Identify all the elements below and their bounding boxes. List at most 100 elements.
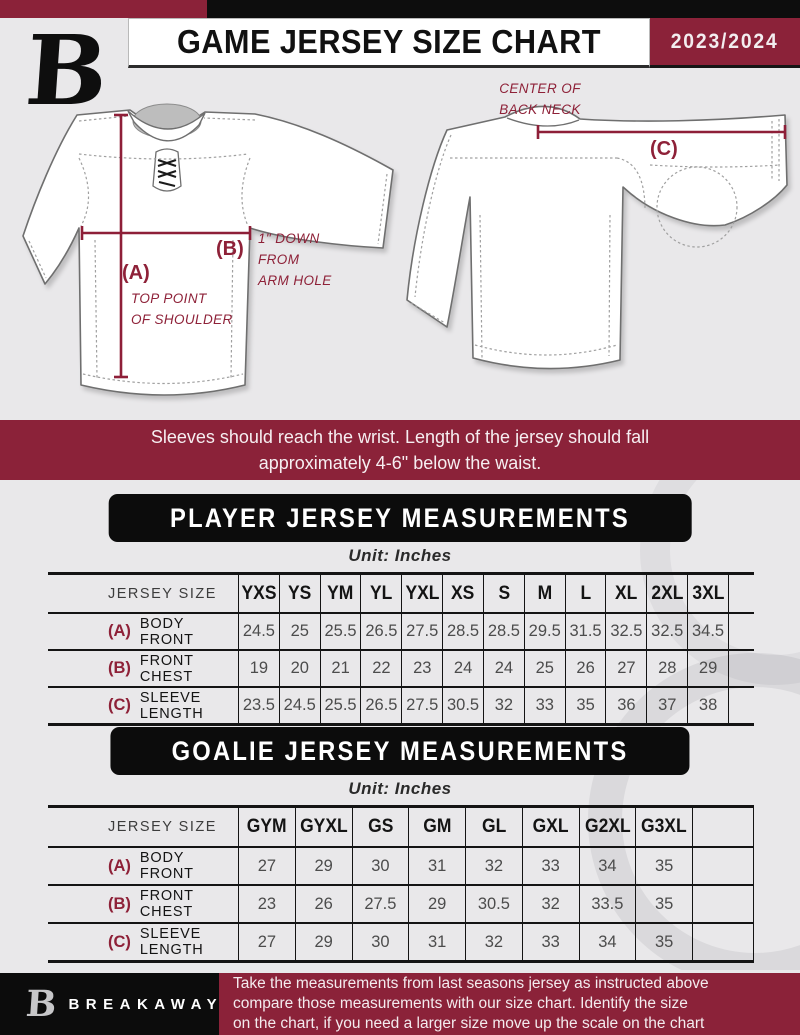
measurement-value: 23 — [401, 651, 442, 686]
banner-line: Sleeves should reach the wrist. Length o… — [150, 427, 650, 447]
measurement-value: 32 — [465, 848, 522, 884]
row-name: BODY FRONT — [139, 615, 194, 648]
measurement-row: (B) FRONT CHEST 19 20 21 22 23 24 24 25 26 27 28 29 — [48, 649, 754, 686]
title-box: GAME JERSEY SIZE CHART — [128, 18, 650, 68]
size-column-header: GS — [351, 808, 409, 846]
size-label: YM — [327, 582, 354, 604]
size-label: YL — [370, 582, 393, 604]
center-back-neck-note: CENTER OF BACK NECK — [480, 78, 600, 120]
fit-note-banner: Sleeves should reach the wrist. Length o… — [0, 420, 800, 480]
measurement-value: 23 — [238, 886, 295, 922]
row-key: (A) — [108, 622, 131, 640]
size-label: GL — [481, 816, 507, 837]
measurement-value: 24.5 — [238, 614, 279, 649]
measurement-value: 38 — [687, 688, 728, 723]
footer: B BREAKAWAY Take the measurements from l… — [0, 973, 800, 1035]
measurement-value: 30 — [351, 924, 409, 960]
size-column-header: YM — [319, 575, 361, 612]
size-column-header: YXL — [401, 575, 442, 612]
measurement-value: 34 — [578, 924, 636, 960]
measurement-value: 34.5 — [687, 614, 728, 649]
note-line: ARM HOLE — [258, 273, 332, 288]
measurement-value: 31.5 — [564, 614, 606, 649]
size-label: YXS — [241, 582, 277, 604]
measurement-value: 24 — [482, 651, 524, 686]
front-jersey-body — [22, 109, 394, 396]
measurement-value: 26 — [564, 651, 606, 686]
measurement-value: 28.5 — [442, 614, 483, 649]
note-line: CENTER OF — [499, 81, 581, 96]
jersey-size-corner-label: JERSEY SIZE — [108, 819, 217, 835]
front-collar-laces — [157, 159, 177, 187]
size-column-header: L — [564, 575, 606, 612]
empty-header-cell — [727, 575, 754, 612]
season-label: 2023/2024 — [671, 29, 779, 53]
page-title: GAME JERSEY SIZE CHART — [176, 23, 602, 60]
measurement-value: 32 — [521, 886, 579, 922]
table-header-row: JERSEY SIZE GYM GYXL GS GM GL GXL G2XL G3XL — [48, 808, 754, 846]
size-column-header: YL — [360, 575, 401, 612]
front-jersey-diagram — [22, 103, 394, 396]
header-black-bar — [207, 0, 800, 18]
size-column-header: G2XL — [578, 808, 636, 846]
measurement-value: 21 — [319, 651, 361, 686]
measurement-value: 32 — [482, 688, 524, 723]
size-label: M — [537, 582, 553, 604]
measurement-value: 26.5 — [360, 614, 401, 649]
measurement-value: 35 — [635, 848, 692, 884]
measurement-value: 30.5 — [442, 688, 483, 723]
measurement-value: 26 — [294, 886, 352, 922]
measurement-value: 19 — [238, 651, 279, 686]
row-label: (A) BODY FRONT — [48, 848, 238, 884]
background-watermark — [588, 430, 800, 970]
back-stitching — [410, 119, 781, 359]
empty-cell — [692, 848, 753, 884]
size-column-header: XS — [442, 575, 483, 612]
section-title-label: GOALIE JERSEY MEASUREMENTS — [171, 735, 629, 766]
measurement-value: 22 — [360, 651, 401, 686]
measurement-value: 36 — [605, 688, 646, 723]
size-column-header: GYM — [238, 808, 295, 846]
measurement-value: 29 — [294, 848, 352, 884]
measurement-value: 28 — [646, 651, 687, 686]
measurement-value: 25.5 — [319, 614, 361, 649]
row-key: (A) — [108, 856, 131, 875]
size-column-header: GXL — [521, 808, 579, 846]
measurement-value: 29 — [408, 886, 465, 922]
measurement-value: 33 — [523, 688, 565, 723]
footer-line: Take the measurements from last seasons … — [233, 974, 709, 992]
size-column-header: 2XL — [646, 575, 687, 612]
measurement-value: 27 — [238, 924, 295, 960]
size-column-header: YS — [278, 575, 320, 612]
back-collar-band — [506, 117, 580, 127]
row-label: (C) SLEEVE LENGTH — [48, 688, 238, 723]
footer-line: compare those measurements with our size… — [233, 994, 688, 1012]
row-key: (C) — [108, 696, 131, 714]
size-label: S — [498, 582, 510, 604]
row-label: (B) FRONT CHEST — [48, 651, 238, 686]
jersey-size-corner-label: JERSEY SIZE — [108, 585, 217, 602]
row-key: (B) — [108, 894, 131, 913]
row-name: BODY FRONT — [139, 850, 194, 882]
size-column-header: G3XL — [635, 808, 692, 846]
size-label: GM — [423, 816, 452, 837]
row-label: (C) SLEEVE LENGTH — [48, 924, 238, 960]
header-maroon-strip — [0, 0, 207, 18]
goalie-unit-label: Unit: Inches — [348, 779, 452, 798]
size-label: 2XL — [651, 582, 684, 604]
note-line: TOP POINT — [131, 291, 207, 306]
measurement-lines-front — [80, 113, 252, 379]
measurement-value: 31 — [408, 848, 465, 884]
size-label: YS — [288, 582, 312, 604]
measurement-value: 29 — [687, 651, 728, 686]
measurement-value: 32 — [465, 924, 522, 960]
size-label: L — [580, 582, 591, 604]
measurement-value: 27.5 — [401, 614, 442, 649]
row-key: (B) — [108, 659, 131, 677]
note-line: BACK NECK — [499, 102, 581, 117]
size-label: 3XL — [692, 582, 725, 604]
size-label: G2XL — [584, 816, 631, 837]
goalie-size-table: JERSEY SIZE GYM GYXL GS GM GL GXL G2XL G3XL (A) BO… — [48, 805, 754, 963]
measurement-key-c: (C) — [650, 138, 678, 160]
